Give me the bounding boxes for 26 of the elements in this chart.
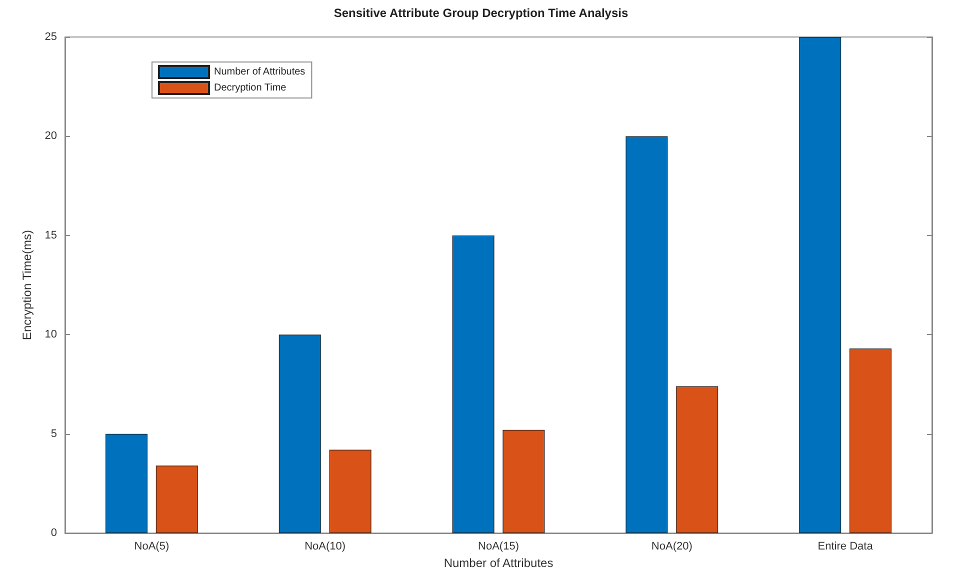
x-tick-label: Entire Data	[818, 540, 874, 553]
y-tick-label: 20	[44, 130, 57, 142]
x-tick-label: NoA(15)	[478, 540, 519, 553]
y-tick-label: 5	[50, 428, 57, 440]
bar	[278, 334, 321, 534]
legend-label: Decryption Time	[214, 82, 287, 94]
y-tick-label: 10	[44, 328, 57, 341]
legend-label: Number of Attributes	[214, 66, 306, 78]
x-tick-label: NoA(20)	[651, 540, 692, 553]
bar	[676, 386, 718, 534]
y-tick-label: 15	[44, 229, 57, 242]
bar	[452, 235, 494, 534]
chart-title: Sensitive Attribute Group Decryption Time Analysis	[334, 6, 628, 20]
bar	[850, 348, 892, 534]
bar	[106, 434, 148, 534]
bar	[156, 466, 198, 534]
bar	[329, 450, 372, 534]
y-tick-label: 25	[44, 31, 57, 43]
x-tick-label: NoA(10)	[304, 540, 346, 553]
bar	[626, 136, 668, 534]
bar	[799, 37, 842, 534]
y-tick-label: 0	[50, 527, 57, 540]
x-axis-title: Number of Attributes	[444, 556, 554, 570]
y-axis-title: Encryption Time(ms)	[20, 230, 34, 340]
x-tick-label: NoA(5)	[134, 540, 170, 553]
bar	[502, 430, 545, 534]
